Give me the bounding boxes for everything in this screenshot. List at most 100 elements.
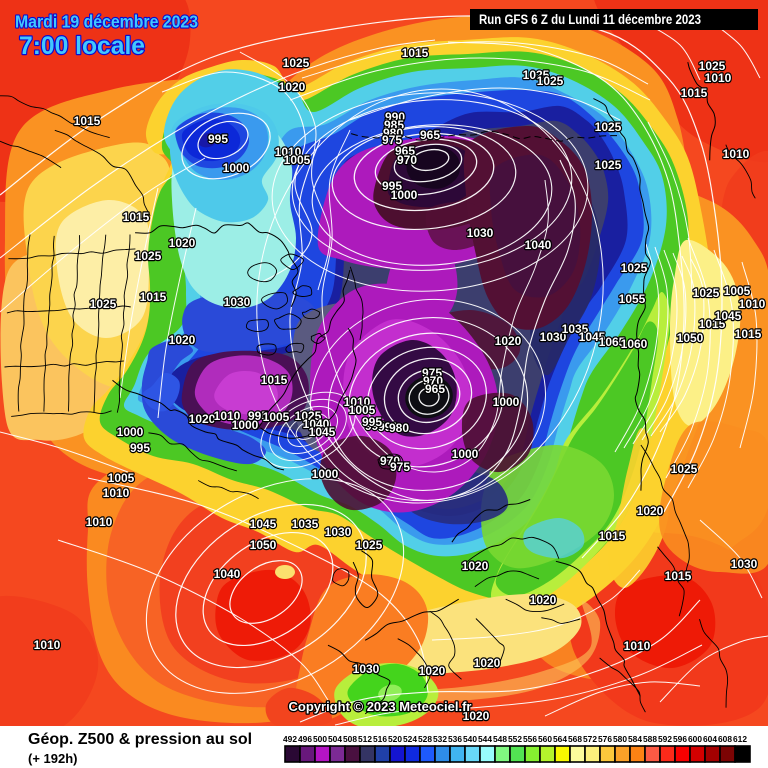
svg-text:1025: 1025 [693, 286, 720, 300]
svg-text:1025: 1025 [90, 297, 117, 311]
svg-text:1045: 1045 [309, 425, 336, 439]
svg-text:1045: 1045 [715, 309, 742, 323]
svg-text:975: 975 [422, 366, 442, 380]
svg-text:995: 995 [362, 415, 382, 429]
svg-text:970: 970 [423, 374, 443, 388]
svg-text:1020: 1020 [474, 656, 501, 670]
svg-text:1010: 1010 [103, 486, 130, 500]
svg-text:516: 516 [373, 734, 387, 744]
svg-text:548: 548 [493, 734, 507, 744]
svg-text:1010: 1010 [723, 147, 750, 161]
svg-text:1015: 1015 [699, 317, 726, 331]
svg-text:1015: 1015 [681, 86, 708, 100]
svg-text:1030: 1030 [325, 525, 352, 539]
svg-text:7:00 locale: 7:00 locale [19, 32, 145, 60]
svg-text:1030: 1030 [467, 226, 494, 240]
svg-text:1020: 1020 [637, 504, 664, 518]
svg-text:1000: 1000 [312, 467, 339, 481]
svg-text:580: 580 [613, 734, 627, 744]
svg-text:1025: 1025 [523, 68, 550, 82]
svg-text:1030: 1030 [224, 295, 251, 309]
svg-text:1040: 1040 [303, 417, 330, 431]
svg-text:990: 990 [378, 420, 398, 434]
svg-text:1050: 1050 [250, 538, 277, 552]
svg-text:1025: 1025 [356, 538, 383, 552]
svg-text:995: 995 [208, 132, 228, 146]
svg-text:1000: 1000 [452, 447, 479, 461]
svg-text:985: 985 [384, 118, 404, 132]
svg-text:1020: 1020 [189, 412, 216, 426]
svg-text:592: 592 [658, 734, 672, 744]
svg-text:572: 572 [583, 734, 597, 744]
svg-text:552: 552 [508, 734, 522, 744]
svg-text:1025: 1025 [671, 462, 698, 476]
svg-text:965: 965 [425, 382, 445, 396]
svg-text:532: 532 [433, 734, 447, 744]
svg-text:1025: 1025 [595, 120, 622, 134]
svg-text:Run GFS 6 Z du Lundi 11 décemb: Run GFS 6 Z du Lundi 11 décembre 2023 [479, 12, 701, 27]
svg-text:1020: 1020 [463, 709, 490, 723]
svg-text:1015: 1015 [123, 210, 150, 224]
svg-text:1055: 1055 [619, 292, 646, 306]
svg-text:990: 990 [385, 110, 405, 124]
svg-text:1010: 1010 [624, 639, 651, 653]
svg-text:1010: 1010 [275, 145, 302, 159]
svg-text:1065: 1065 [599, 335, 626, 349]
svg-text:500: 500 [313, 734, 327, 744]
svg-text:975: 975 [382, 133, 402, 147]
svg-text:995: 995 [382, 179, 402, 193]
svg-text:1000: 1000 [493, 395, 520, 409]
svg-text:612: 612 [733, 734, 747, 744]
svg-text:544: 544 [478, 734, 492, 744]
svg-text:568: 568 [568, 734, 582, 744]
svg-text:1010: 1010 [344, 395, 371, 409]
svg-text:1015: 1015 [735, 327, 762, 341]
svg-text:1030: 1030 [540, 330, 567, 344]
svg-text:1035: 1035 [292, 517, 319, 531]
svg-text:995: 995 [130, 441, 150, 455]
svg-text:1060: 1060 [621, 337, 648, 351]
svg-text:1015: 1015 [74, 114, 101, 128]
svg-text:600: 600 [688, 734, 702, 744]
svg-text:496: 496 [298, 734, 312, 744]
svg-text:520: 520 [388, 734, 402, 744]
svg-text:1025: 1025 [135, 249, 162, 263]
svg-text:Mardi 19 décembre 2023: Mardi 19 décembre 2023 [15, 12, 198, 32]
svg-text:1035: 1035 [562, 322, 589, 336]
svg-text:576: 576 [598, 734, 612, 744]
svg-text:1025: 1025 [699, 59, 726, 73]
svg-text:536: 536 [448, 734, 462, 744]
svg-text:995: 995 [248, 409, 268, 423]
svg-text:1000: 1000 [223, 161, 250, 175]
svg-text:1015: 1015 [665, 569, 692, 583]
svg-text:Copyright © 2023 Meteociel.fr: Copyright © 2023 Meteociel.fr [289, 699, 472, 714]
svg-text:1025: 1025 [537, 74, 564, 88]
svg-text:604: 604 [703, 734, 717, 744]
svg-text:965: 965 [395, 144, 415, 158]
svg-text:608: 608 [718, 734, 732, 744]
svg-text:1040: 1040 [214, 567, 241, 581]
svg-text:560: 560 [538, 734, 552, 744]
svg-text:1015: 1015 [402, 46, 429, 60]
svg-text:1010: 1010 [739, 297, 766, 311]
svg-text:564: 564 [553, 734, 567, 744]
svg-text:1020: 1020 [169, 333, 196, 347]
svg-text:980: 980 [383, 126, 403, 140]
svg-text:596: 596 [673, 734, 687, 744]
svg-text:965: 965 [420, 128, 440, 142]
svg-text:1010: 1010 [705, 71, 732, 85]
svg-text:1020: 1020 [279, 80, 306, 94]
svg-text:1040: 1040 [525, 238, 552, 252]
svg-text:1025: 1025 [283, 56, 310, 70]
svg-text:1010: 1010 [34, 638, 61, 652]
svg-text:1045: 1045 [579, 330, 606, 344]
svg-text:1030: 1030 [731, 557, 758, 571]
svg-text:Géop. Z500 & pression au sol: Géop. Z500 & pression au sol [28, 731, 252, 748]
svg-text:528: 528 [418, 734, 432, 744]
svg-text:995: 995 [365, 419, 385, 433]
svg-text:1010: 1010 [86, 515, 113, 529]
svg-text:1000: 1000 [117, 425, 144, 439]
svg-text:1005: 1005 [724, 284, 751, 298]
svg-text:508: 508 [343, 734, 357, 744]
svg-text:512: 512 [358, 734, 372, 744]
